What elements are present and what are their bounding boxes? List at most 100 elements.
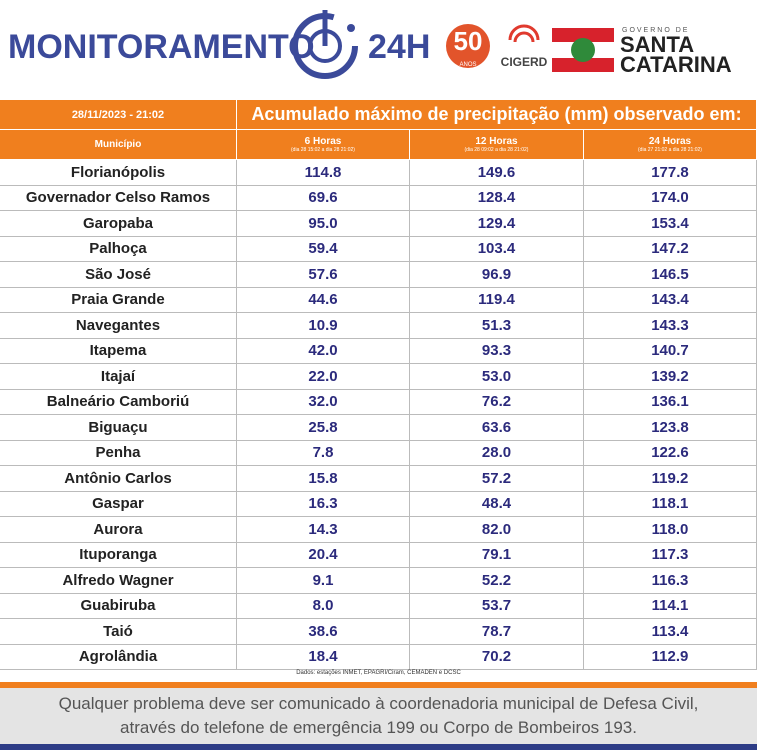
value-cell: 149.6 <box>410 160 584 186</box>
municipality-cell: Florianópolis <box>0 160 237 186</box>
footer-line: através do telefone de emergência 199 ou… <box>120 718 637 737</box>
header: MONITORAMENTO 24H 50 ANOS CIGERD GOVERNO… <box>8 10 732 79</box>
municipality-cell: Antônio Carlos <box>0 466 237 492</box>
value-cell: 69.6 <box>237 185 410 211</box>
value-cell: 25.8 <box>237 415 410 441</box>
gov-line2: CATARINA <box>620 52 732 77</box>
value-cell: 114.8 <box>237 160 410 186</box>
value-cell: 114.1 <box>584 593 757 619</box>
municipality-cell: Penha <box>0 440 237 466</box>
value-cell: 143.3 <box>584 313 757 339</box>
value-cell: 78.7 <box>410 619 584 645</box>
value-cell: 139.2 <box>584 364 757 390</box>
value-cell: 53.0 <box>410 364 584 390</box>
value-cell: 52.2 <box>410 568 584 594</box>
value-cell: 177.8 <box>584 160 757 186</box>
value-cell: 38.6 <box>237 619 410 645</box>
municipality-cell: Gaspar <box>0 491 237 517</box>
value-cell: 44.6 <box>237 287 410 313</box>
municipality-cell: Biguaçu <box>0 415 237 441</box>
value-cell: 57.2 <box>410 466 584 492</box>
flag-emblem <box>571 38 595 62</box>
value-cell: 7.8 <box>237 440 410 466</box>
value-cell: 146.5 <box>584 262 757 288</box>
value-cell: 22.0 <box>237 364 410 390</box>
municipality-cell: Governador Celso Ramos <box>0 185 237 211</box>
value-cell: 51.3 <box>410 313 584 339</box>
municipality-cell: Navegantes <box>0 313 237 339</box>
value-cell: 70.2 <box>410 644 584 670</box>
orange-strip <box>0 682 757 688</box>
column-label: 12 Horas <box>475 136 518 147</box>
table-title: Acumulado máximo de precipitação (mm) ob… <box>237 100 757 130</box>
gov-small: GOVERNO DE <box>622 27 689 34</box>
value-cell: 15.8 <box>237 466 410 492</box>
logo-50 <box>446 24 490 68</box>
municipality-cell: Guabiruba <box>0 593 237 619</box>
value-cell: 174.0 <box>584 185 757 211</box>
value-cell: 79.1 <box>410 542 584 568</box>
value-cell: 122.6 <box>584 440 757 466</box>
value-cell: 93.3 <box>410 338 584 364</box>
value-cell: 129.4 <box>410 211 584 237</box>
municipality-cell: Palhoça <box>0 236 237 262</box>
column-period: (dia 28 15:02 a dia 28 21:02) <box>291 147 355 153</box>
value-cell: 116.3 <box>584 568 757 594</box>
logo-cigerd: CIGERD <box>501 55 548 69</box>
value-cell: 118.1 <box>584 491 757 517</box>
value-cell: 42.0 <box>237 338 410 364</box>
municipality-cell: Alfredo Wagner <box>0 568 237 594</box>
column-header: 24 Horas (dia 27 21:02 a dia 28 21:02) <box>584 130 757 160</box>
value-cell: 113.4 <box>584 619 757 645</box>
value-cell: 14.3 <box>237 517 410 543</box>
municipality-cell: Itajaí <box>0 364 237 390</box>
value-cell: 32.0 <box>237 389 410 415</box>
value-cell: 96.9 <box>410 262 584 288</box>
value-cell: 82.0 <box>410 517 584 543</box>
value-cell: 123.8 <box>584 415 757 441</box>
value-cell: 143.4 <box>584 287 757 313</box>
value-cell: 20.4 <box>237 542 410 568</box>
value-cell: 153.4 <box>584 211 757 237</box>
municipality-cell: Ituporanga <box>0 542 237 568</box>
value-cell: 112.9 <box>584 644 757 670</box>
column-header: 6 Horas (dia 28 15:02 a dia 28 21:02) <box>237 130 410 160</box>
column-period: (dia 27 21:02 a dia 28 21:02) <box>638 147 702 153</box>
value-cell: 118.0 <box>584 517 757 543</box>
municipality-cell: Balneário Camboriú <box>0 389 237 415</box>
municipality-cell: Garopaba <box>0 211 237 237</box>
value-cell: 119.4 <box>410 287 584 313</box>
value-cell: 18.4 <box>237 644 410 670</box>
logo-50-text: 50 <box>454 26 483 56</box>
municipality-cell: Praia Grande <box>0 287 237 313</box>
value-cell: 53.7 <box>410 593 584 619</box>
municipality-cell: Aurora <box>0 517 237 543</box>
value-cell: 76.2 <box>410 389 584 415</box>
footer-line: Qualquer problema deve ser comunicado à … <box>58 694 699 713</box>
value-cell: 9.1 <box>237 568 410 594</box>
column-header: 12 Horas (dia 28 09:02 a dia 28 21:02) <box>410 130 584 160</box>
date: 28/11/2023 - 21:02 <box>0 100 237 130</box>
bottom-bar <box>0 744 757 750</box>
value-cell: 136.1 <box>584 389 757 415</box>
column-period: (dia 28 09:02 a dia 28 21:02) <box>464 147 529 153</box>
value-cell: 103.4 <box>410 236 584 262</box>
logo-cigerd-icon <box>508 24 540 43</box>
value-cell: 140.7 <box>584 338 757 364</box>
logo-50-sub: ANOS <box>459 62 476 68</box>
source-note: Dados: estações INMET, EPAGRI/Ciram, CEM… <box>296 670 461 676</box>
value-cell: 119.2 <box>584 466 757 492</box>
header-title: MONITORAMENTO <box>8 28 315 66</box>
value-cell: 128.4 <box>410 185 584 211</box>
value-cell: 63.6 <box>410 415 584 441</box>
column-header: Município <box>0 130 237 160</box>
value-cell: 16.3 <box>237 491 410 517</box>
value-cell: 59.4 <box>237 236 410 262</box>
value-cell: 48.4 <box>410 491 584 517</box>
municipality-cell: Taió <box>0 619 237 645</box>
table: 28/11/2023 - 21:02 Acumulado máximo de pr… <box>0 100 757 670</box>
header-suffix: 24H <box>368 28 430 66</box>
column-label: Município <box>94 139 142 150</box>
value-cell: 10.9 <box>237 313 410 339</box>
